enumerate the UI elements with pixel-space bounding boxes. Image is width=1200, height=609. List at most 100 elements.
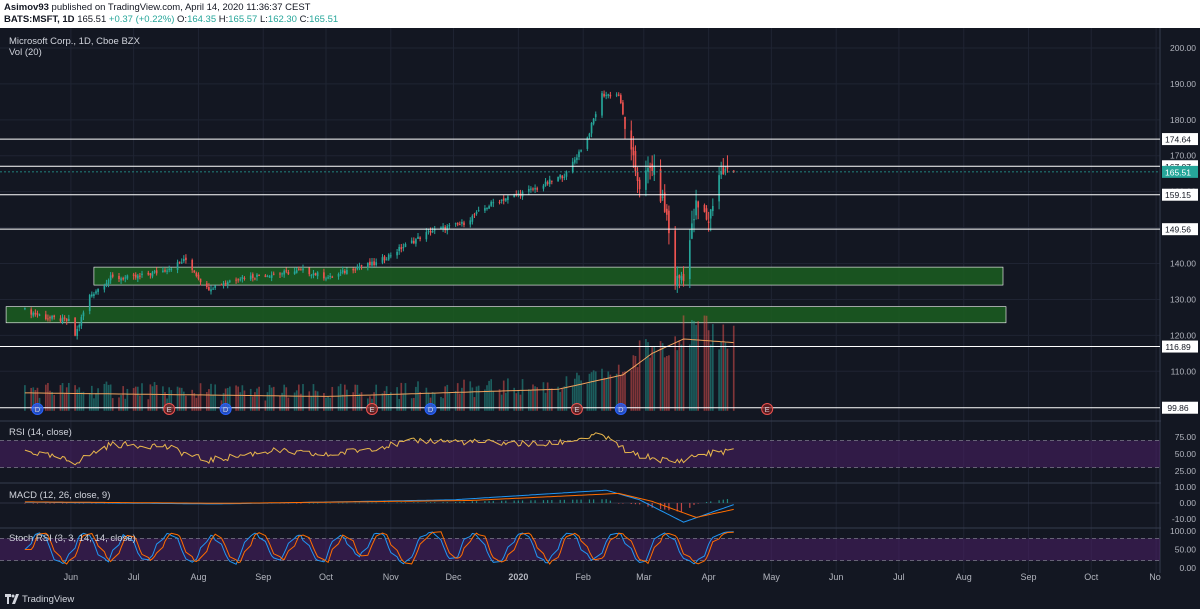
volume-bar <box>185 395 187 411</box>
volume-bar <box>32 387 35 411</box>
volume-bar <box>30 387 33 411</box>
volume-bar <box>586 383 589 411</box>
volume-bar <box>195 397 198 411</box>
macd-histogram-bar <box>317 502 319 504</box>
candle-body <box>678 274 681 279</box>
price-tick-label: 190.00 <box>1170 79 1196 89</box>
volume-bar <box>676 350 679 411</box>
time-tick-label: No <box>1149 572 1161 582</box>
volume-bar <box>544 392 547 411</box>
macd-histogram-bar <box>66 503 68 504</box>
macd-histogram-bar <box>287 503 289 504</box>
volume-bar <box>703 315 706 411</box>
price-tick-label: 200.00 <box>1170 43 1196 53</box>
candle-body <box>254 278 256 280</box>
time-tick-label: Mar <box>636 572 652 582</box>
candle-body <box>550 180 553 182</box>
volume-bar <box>519 394 522 411</box>
volume-bar <box>243 390 246 411</box>
close-value: 165.51 <box>309 14 339 25</box>
volume-bar <box>592 370 595 411</box>
time-tick-label: May <box>763 572 781 582</box>
macd-histogram-bar <box>446 502 448 503</box>
volume-bar <box>76 389 79 411</box>
volume-bar <box>578 375 580 411</box>
dividend-marker-label: D <box>223 405 229 414</box>
macd-histogram-bar <box>484 500 486 503</box>
candle-body <box>653 165 656 175</box>
volume-bar <box>327 396 329 411</box>
macd-histogram-bar <box>634 503 637 505</box>
volume-bar <box>695 325 697 411</box>
candle-body <box>105 283 108 285</box>
volume-bar <box>310 396 313 411</box>
candle-body <box>235 279 237 281</box>
volume-bar <box>197 394 200 411</box>
candle-body <box>488 206 490 209</box>
volume-bar <box>588 373 591 411</box>
volume-bar <box>205 392 208 411</box>
volume-bar <box>431 392 434 411</box>
tradingview-brand[interactable]: TradingView <box>22 594 75 605</box>
last-price-label: 165.51 <box>1165 167 1191 177</box>
volume-bar <box>254 392 256 411</box>
volume-bar <box>366 398 369 411</box>
volume-bar <box>415 386 417 411</box>
level-price-label: 149.56 <box>1165 225 1191 235</box>
volume-bar <box>513 387 516 411</box>
candle-body <box>500 199 503 202</box>
candle-body <box>312 273 315 276</box>
candle-body <box>561 175 564 179</box>
volume-bar <box>295 390 298 411</box>
macd-histogram-bar <box>53 503 55 504</box>
volume-bar <box>266 392 269 411</box>
volume-bar <box>180 387 183 411</box>
volume-bar <box>649 357 651 411</box>
candle-body <box>630 130 633 150</box>
candle-body <box>343 270 346 274</box>
macd-histogram-bar <box>576 499 578 503</box>
candle-body <box>80 317 83 326</box>
dividend-marker-label: D <box>35 405 41 414</box>
price-tick-label: 170.00 <box>1170 151 1196 161</box>
candle-body <box>504 198 507 201</box>
price-axes: 110.00120.00130.00140.00150.00160.00170.… <box>64 28 1200 591</box>
volume-bar <box>118 397 120 411</box>
author-name[interactable]: Asimov93 <box>4 2 49 13</box>
volume-bar <box>228 386 231 411</box>
candle-body <box>456 223 459 225</box>
candle-body <box>417 236 419 239</box>
candle-body <box>195 272 198 276</box>
candle-body <box>118 275 120 279</box>
candle-body <box>132 274 135 276</box>
rsi-legend: RSI (14, close) <box>9 427 72 438</box>
candle-body <box>722 167 725 175</box>
volume-bar <box>417 381 419 411</box>
candle-body <box>387 254 390 260</box>
volume-bar <box>300 393 302 411</box>
volume-bar <box>718 349 720 411</box>
volume-bar <box>471 387 474 411</box>
candle-body <box>592 118 595 124</box>
candle-body <box>659 169 662 202</box>
volume-bar <box>605 379 608 411</box>
macd-histogram-bar <box>551 500 553 503</box>
volume-bar <box>682 315 685 411</box>
volume-bar <box>226 387 229 411</box>
candle-body <box>718 175 720 202</box>
candle-body <box>297 268 300 270</box>
macd-histogram-bar <box>722 499 724 503</box>
candle-body <box>279 273 281 275</box>
volume-bar <box>504 392 507 411</box>
volume-bar <box>141 383 143 411</box>
volume-bar <box>651 347 654 411</box>
close-label: C: <box>299 14 310 25</box>
candle-body <box>65 318 68 321</box>
volume-bar <box>732 325 735 411</box>
candle-body <box>668 210 670 234</box>
volume-bar <box>722 324 725 411</box>
volume-bar <box>615 373 618 411</box>
candle-body <box>360 265 363 267</box>
